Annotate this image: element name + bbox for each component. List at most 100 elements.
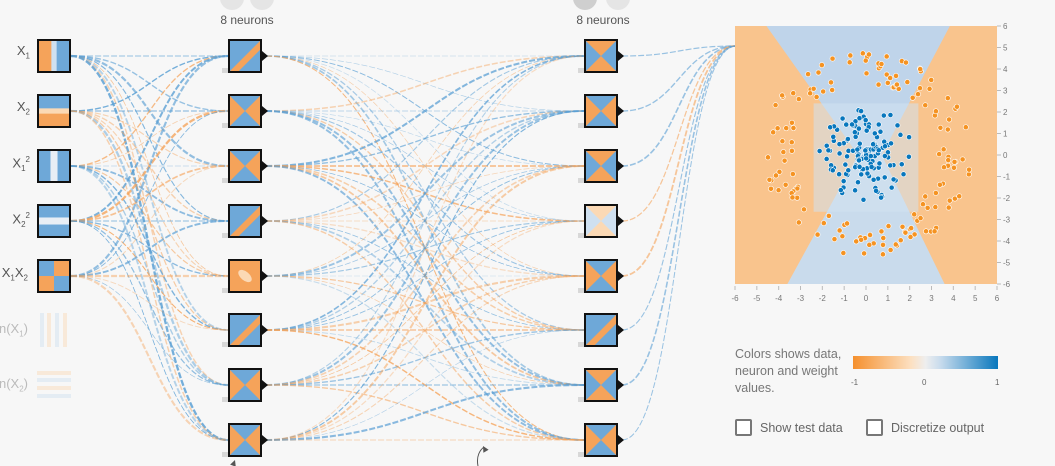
weight-link[interactable] <box>70 275 229 331</box>
hidden2-neuron-8[interactable] <box>584 423 618 457</box>
node-bias-handle[interactable] <box>578 178 584 183</box>
input-node-sin2[interactable] <box>37 368 71 402</box>
hidden2-neuron-2[interactable] <box>584 94 618 128</box>
weight-link[interactable] <box>70 55 229 222</box>
data-point <box>867 153 874 159</box>
hidden1-neuron-6[interactable] <box>228 313 262 347</box>
show-test-data-option[interactable]: Show test data <box>735 419 843 436</box>
weight-link[interactable] <box>265 55 585 112</box>
weight-link[interactable] <box>70 220 229 331</box>
plot-x-tick: 5 <box>973 294 978 303</box>
weight-link[interactable] <box>265 55 585 386</box>
hidden2-neuron-5[interactable] <box>584 259 618 293</box>
weight-link[interactable] <box>70 165 229 277</box>
data-point <box>922 193 929 200</box>
weight-link[interactable] <box>265 54 585 168</box>
weight-link[interactable] <box>70 275 229 386</box>
layer2-add-neuron-button[interactable] <box>573 0 597 10</box>
input-node-x1[interactable] <box>37 39 71 73</box>
weight-link[interactable] <box>70 55 229 112</box>
weight-link[interactable] <box>265 275 585 441</box>
weight-link[interactable] <box>265 110 585 222</box>
weight-link[interactable] <box>265 55 585 222</box>
weight-link[interactable] <box>70 165 229 277</box>
weight-link[interactable] <box>70 55 229 167</box>
node-bias-handle[interactable] <box>222 123 228 128</box>
weight-link[interactable] <box>621 45 737 222</box>
node-bias-handle[interactable] <box>222 233 228 238</box>
input-node-x1sq[interactable] <box>37 149 71 183</box>
weight-link[interactable] <box>70 110 229 441</box>
node-bias-handle[interactable] <box>578 68 584 73</box>
node-bias-handle[interactable] <box>222 342 228 347</box>
layer1-add-neuron-button[interactable] <box>220 0 244 10</box>
node-bias-handle[interactable] <box>578 123 584 128</box>
node-bias-handle[interactable] <box>578 288 584 293</box>
hidden2-neuron-7[interactable] <box>584 368 618 402</box>
weight-link[interactable] <box>70 220 229 386</box>
weight-link[interactable] <box>265 110 585 331</box>
input-node-x2sq[interactable] <box>37 204 71 238</box>
hidden1-neuron-8[interactable] <box>228 423 262 457</box>
node-bias-handle[interactable] <box>222 288 228 293</box>
weight-link[interactable] <box>265 55 585 331</box>
hidden2-neuron-1[interactable] <box>584 39 618 73</box>
weight-link[interactable] <box>621 45 737 112</box>
weight-link[interactable] <box>265 110 585 386</box>
node-bias-handle[interactable] <box>222 68 228 73</box>
discretize-output-checkbox[interactable] <box>866 419 883 436</box>
weight-link[interactable] <box>265 165 585 277</box>
weight-link[interactable] <box>621 45 737 167</box>
hidden1-neuron-3[interactable] <box>228 149 262 183</box>
node-bias-handle[interactable] <box>222 178 228 183</box>
weight-link[interactable] <box>265 165 585 441</box>
weight-link[interactable] <box>70 109 229 387</box>
hidden2-neuron-3[interactable] <box>584 149 618 183</box>
weight-link[interactable] <box>265 110 585 441</box>
hidden2-neuron-4[interactable] <box>584 204 618 238</box>
input-node-x2[interactable] <box>37 94 71 128</box>
weight-link[interactable] <box>265 383 585 442</box>
node-bias-handle[interactable] <box>578 452 584 457</box>
input-node-sin1[interactable] <box>37 313 71 347</box>
layer2-remove-neuron-button[interactable] <box>606 0 630 10</box>
weight-link[interactable] <box>621 45 737 277</box>
weight-link[interactable] <box>265 275 585 386</box>
weight-link[interactable] <box>70 220 229 277</box>
show-test-data-checkbox[interactable] <box>735 419 752 436</box>
weight-link[interactable] <box>621 45 737 331</box>
weight-link[interactable] <box>621 45 737 441</box>
data-point <box>855 179 861 186</box>
weight-link[interactable] <box>70 110 229 277</box>
input-node-x1x2[interactable] <box>37 259 71 293</box>
discretize-output-option[interactable]: Discretize output <box>866 419 984 436</box>
weight-link[interactable] <box>265 329 585 441</box>
weight-link[interactable] <box>265 55 585 112</box>
weight-link[interactable] <box>265 329 585 386</box>
weight-link[interactable] <box>70 55 229 331</box>
weight-link[interactable] <box>265 329 585 441</box>
weight-link[interactable] <box>70 55 229 386</box>
hidden1-neuron-4[interactable] <box>228 204 262 238</box>
hidden1-neuron-7[interactable] <box>228 368 262 402</box>
hidden1-neuron-5[interactable] <box>228 259 262 293</box>
hidden2-neuron-6[interactable] <box>584 313 618 347</box>
layer1-remove-neuron-button[interactable] <box>250 0 274 10</box>
weight-link[interactable] <box>265 110 585 222</box>
weight-link[interactable] <box>70 165 229 441</box>
node-bias-handle[interactable] <box>578 233 584 238</box>
weight-link[interactable] <box>265 275 585 386</box>
node-bias-handle[interactable] <box>578 342 584 347</box>
node-bias-handle[interactable] <box>222 397 228 402</box>
weight-link[interactable] <box>265 220 585 441</box>
node-bias-handle[interactable] <box>222 452 228 457</box>
weight-link[interactable] <box>70 274 229 442</box>
weight-link[interactable] <box>70 109 229 223</box>
weight-link[interactable] <box>621 45 737 386</box>
weight-link[interactable] <box>265 55 585 277</box>
weight-link[interactable] <box>265 110 585 331</box>
node-bias-handle[interactable] <box>578 397 584 402</box>
hidden1-neuron-1[interactable] <box>228 39 262 73</box>
weight-link[interactable] <box>621 45 737 57</box>
hidden1-neuron-2[interactable] <box>228 94 262 128</box>
